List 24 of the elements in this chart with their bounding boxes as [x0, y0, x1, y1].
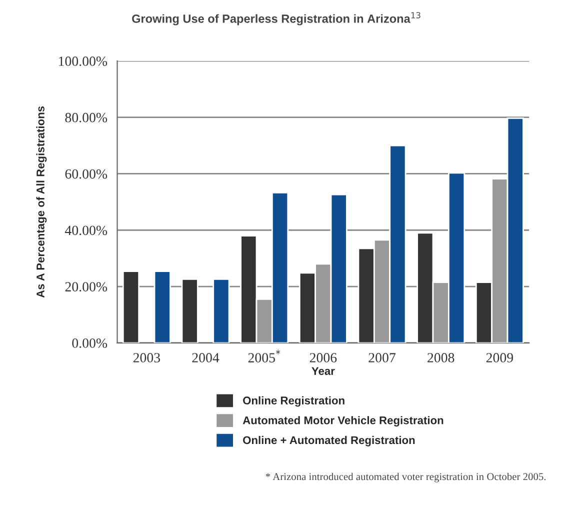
x-tick-label: 2005$^{*}$: [248, 350, 280, 362]
y-axis-title: As A Percentage of All Registrations: [36, 106, 47, 298]
y-tick-label: 40.00%: [64, 226, 108, 236]
bar: [122, 270, 140, 343]
legend-label: Online + Automated Registration: [243, 436, 415, 446]
bar: [181, 278, 198, 343]
legend-label: Online Registration: [243, 396, 344, 407]
x-tick-label: 2008: [428, 353, 454, 362]
y-tick-label: 80.00%: [65, 112, 108, 122]
bar: [154, 270, 171, 343]
x-tick-label: 2009: [486, 353, 514, 362]
y-tick-label: 0.00%: [72, 338, 108, 348]
x-tick-label: 2006: [310, 353, 337, 362]
x-tick-label: 2007: [368, 353, 396, 362]
text: * Arizona introduced automated voter registration in October 2005.: [266, 472, 546, 482]
chart-title: Growing Use of Paperless Registration in Arizona$^{13}$: [132, 12, 420, 26]
legend-label: Automated Motor Vehicle Registration: [242, 416, 444, 427]
x-tick-label: 2004: [192, 353, 220, 362]
bar: [212, 278, 230, 343]
y-tick-label: 60.00%: [65, 169, 108, 179]
y-tick-label: 20.00%: [65, 282, 108, 292]
y-tick-label: 100.00%: [58, 56, 108, 66]
x-tick-label: 2003: [133, 353, 160, 362]
x-axis-title: Year: [312, 367, 335, 375]
